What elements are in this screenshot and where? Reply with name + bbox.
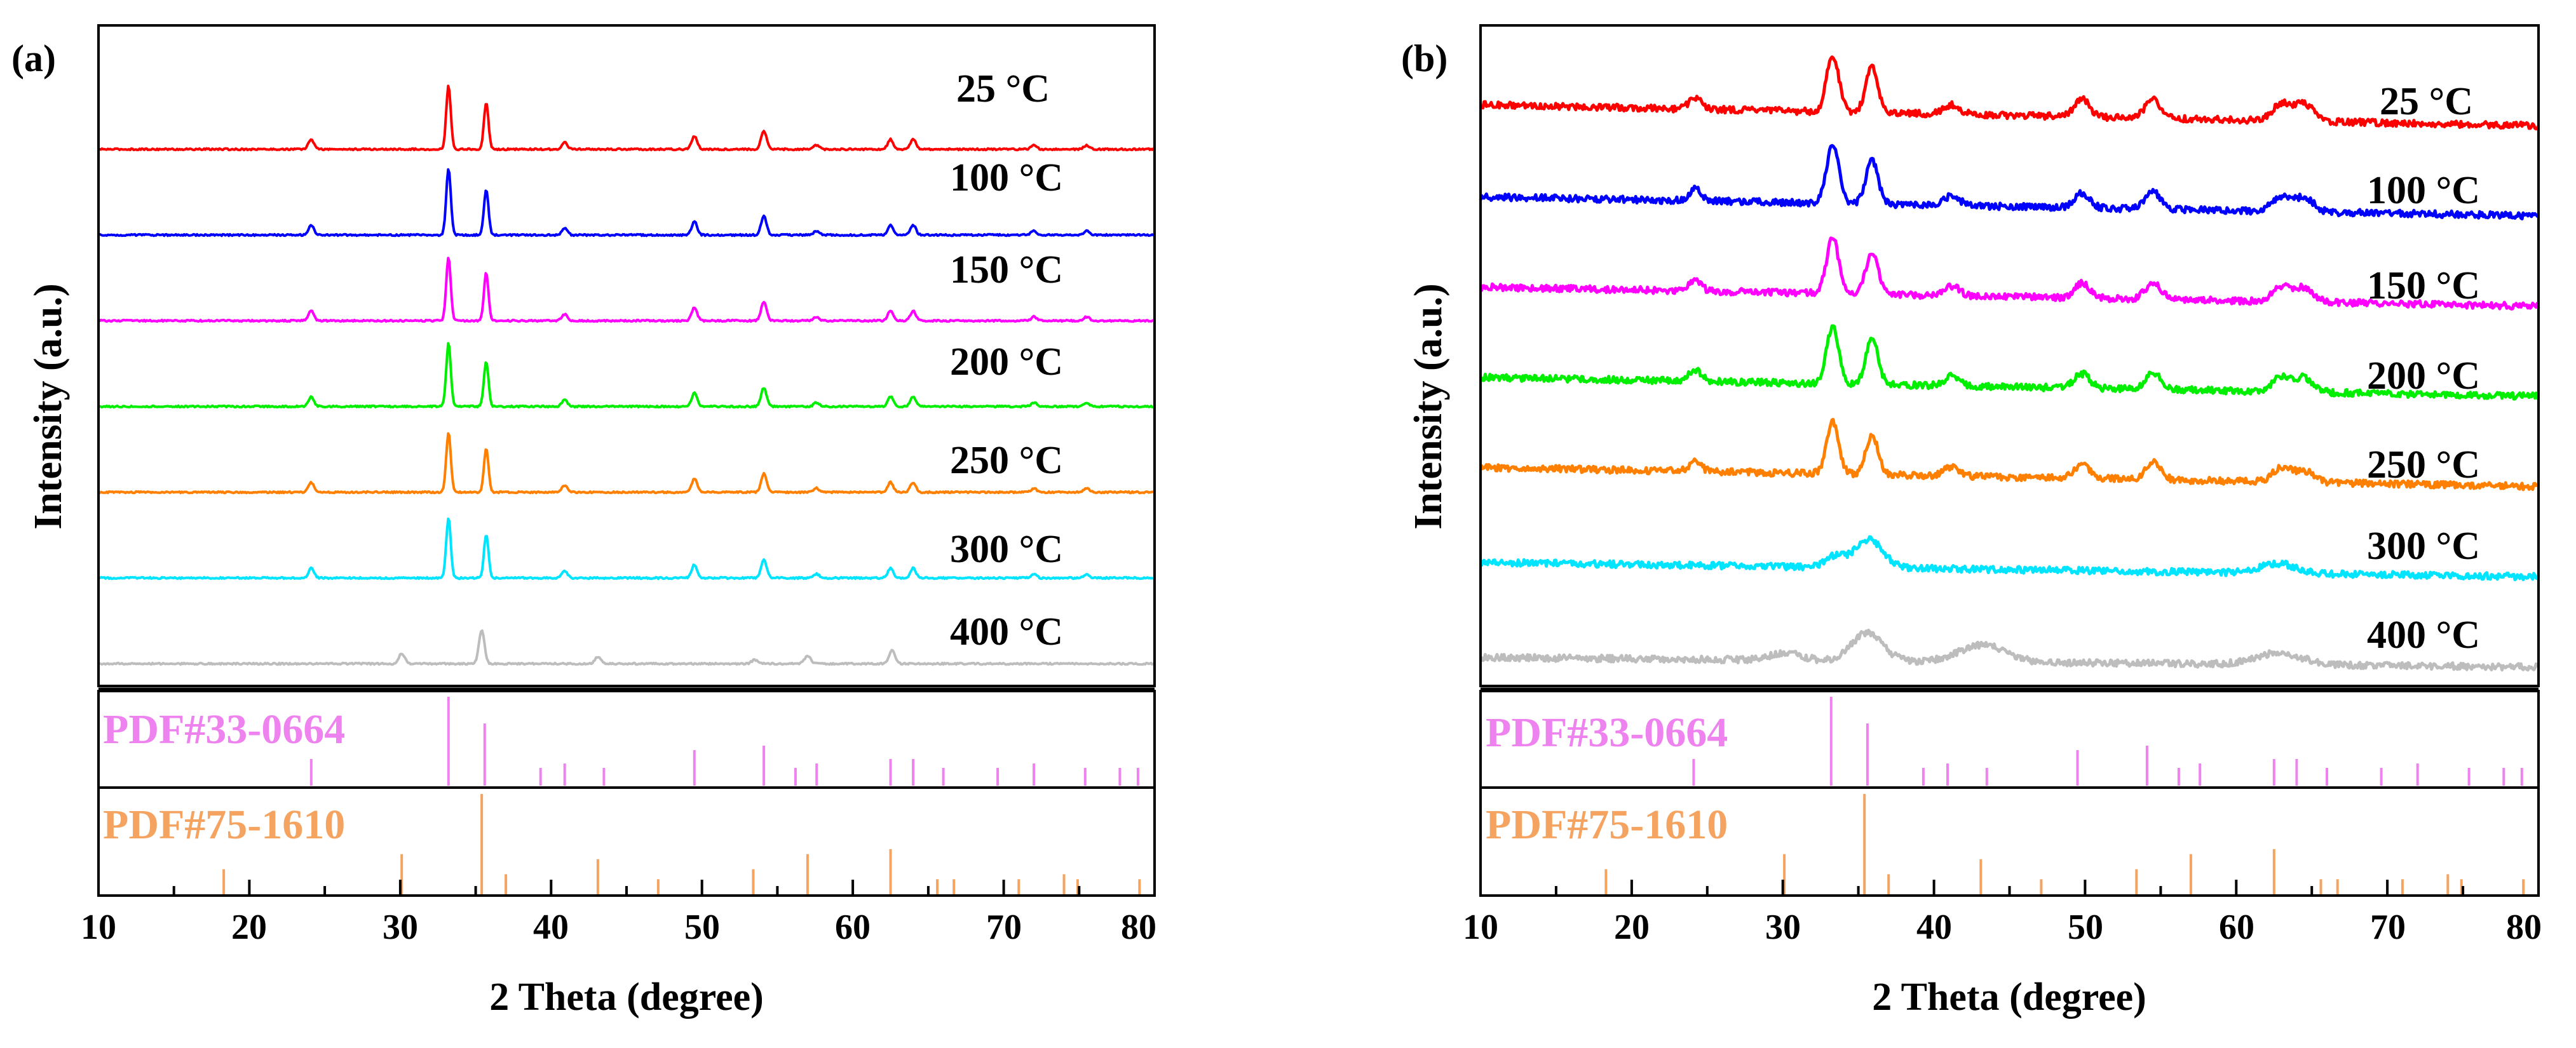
xrd-series-400c [1479,628,2539,672]
temperature-label: 400 °C [2367,614,2480,657]
main-frame [1479,24,2540,687]
x-tick-label: 10 [1463,908,1498,947]
xrd-series-400c [98,629,1155,666]
temperature-label: 300 °C [950,528,1063,571]
pattern-series-group [97,84,1156,666]
panel-label: (b) [1401,37,1447,79]
x-tick-label: 80 [1121,908,1156,947]
x-tick-label: 30 [1765,908,1801,947]
xrd-series-100c [98,168,1155,238]
xrd-series-150c [98,257,1156,323]
xrd-series-250c [1479,418,2540,492]
x-tick-marks [1479,880,2540,896]
panel-b: (b) Intensity (a.u.) 25 °C 100 °C 150 °C… [1401,24,2542,1019]
reference-label: PDF#33-0664 [103,706,345,753]
xrd-series-200c [1479,324,2540,401]
temperature-label: 150 °C [950,248,1063,292]
pattern-series-group [1479,55,2540,672]
x-tick-label: 10 [81,908,116,947]
x-tick-label: 70 [2370,908,2406,947]
x-axis-title: 2 Theta (degree) [489,976,764,1019]
x-tick-label: 50 [2068,908,2103,947]
xrd-series-25c [1479,55,2540,131]
x-tick-label: 50 [684,908,720,947]
temperature-label: 100 °C [2367,169,2480,212]
temperature-label: 300 °C [2367,525,2480,568]
temperature-label: 150 °C [2367,264,2480,307]
xrd-series-150c [1480,236,2540,311]
reference-label: PDF#75-1610 [1486,802,1728,848]
x-tick-label: 20 [231,908,267,947]
reference-frame-2 [97,786,1156,897]
reference-label: PDF#75-1610 [103,802,345,848]
xrd-series-100c [1479,144,2540,220]
temperature-label: 200 °C [950,340,1063,384]
x-tick-label: 40 [533,908,569,947]
x-tick-label: 70 [986,908,1022,947]
temperature-label: 25 °C [956,67,1050,111]
reference-lines-group [222,697,1141,894]
reference-frame-2 [1479,786,2540,897]
x-axis-title: 2 Theta (degree) [1872,976,2146,1019]
x-tick-label: 80 [2506,908,2542,947]
main-frame [97,24,1156,687]
panel-a: (a) Intensity (a.u.) 25 °C 100 °C 150 °C… [11,24,1156,1019]
x-tick-label: 60 [2219,908,2254,947]
temperature-label: 25 °C [2380,80,2473,123]
x-tick-label: 60 [835,908,871,947]
reference-label: PDF#33-0664 [1486,709,1728,756]
x-tick-label: 40 [1916,908,1952,947]
xrd-series-300c [98,517,1156,581]
x-tick-label: 20 [1614,908,1650,947]
temperature-label: 250 °C [950,439,1063,482]
xrd-series-250c [97,432,1155,495]
x-tick-marks [97,880,1156,896]
temperature-label: 200 °C [2367,354,2480,398]
xrd-series-25c [98,84,1156,152]
reference-lines-group [1604,697,2525,894]
panel-label: (a) [11,37,56,79]
temperature-label: 250 °C [2367,443,2480,487]
temperature-label: 400 °C [950,610,1063,654]
xrd-series-300c [1480,535,2540,582]
temperature-label: 100 °C [950,156,1063,199]
x-tick-labels: 10 20 30 40 50 60 70 80 [1463,908,2542,947]
y-axis-title: Intensity (a.u.) [1407,283,1450,530]
x-tick-labels: 10 20 30 40 50 60 70 80 [81,908,1156,947]
xrd-series-200c [98,342,1155,409]
x-tick-label: 30 [383,908,418,947]
y-axis-title: Intensity (a.u.) [27,283,70,530]
